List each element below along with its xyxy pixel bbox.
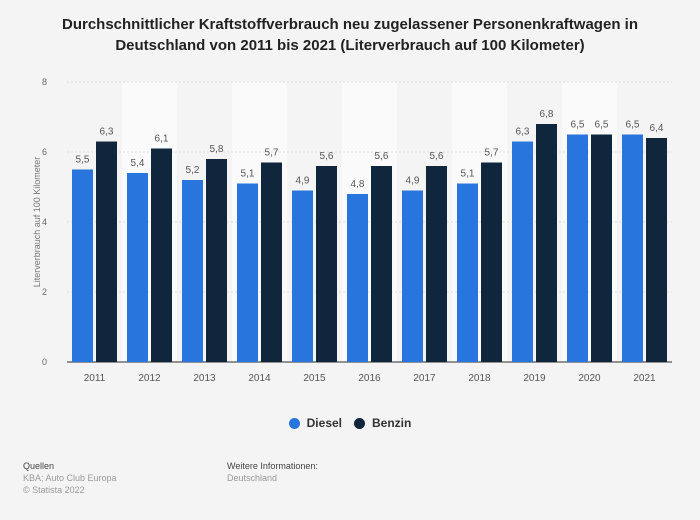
x-tick-label: 2019 [523,373,546,384]
data-label: 5,1 [241,169,255,180]
y-tick-label: 0 [42,357,47,367]
info-text: Deutschland [227,473,278,483]
bar-diesel [292,190,313,362]
bar-benzin [206,159,227,362]
legend-item-diesel[interactable]: Diesel [288,416,342,430]
bar-benzin [481,162,502,362]
chart-title-line-1: Durchschnittlicher Kraftstoffverbrauch n… [62,16,638,33]
bar-diesel [457,183,478,362]
sources-heading: Quellen [23,461,55,471]
data-label: 6,5 [595,120,609,131]
data-label: 5,4 [131,158,145,169]
data-label: 5,1 [461,169,475,180]
data-label: 6,3 [516,127,530,138]
bar-benzin [151,148,172,362]
bar-diesel [622,134,643,362]
legend: Diesel Benzin [0,416,700,430]
bar-diesel [567,134,588,362]
x-tick-label: 2018 [468,373,491,384]
data-label: 6,4 [650,123,664,134]
bar-benzin [371,166,392,362]
x-tick-label: 2011 [84,373,106,384]
bar-benzin [646,138,667,362]
data-label: 5,6 [375,151,389,162]
legend-benzin-marker-icon [354,417,365,429]
legend-diesel-label: Diesel [306,416,342,430]
legend-diesel-marker-icon [288,417,300,429]
bar-benzin [426,166,447,362]
y-tick-label: 8 [42,77,47,87]
bar-diesel [72,169,93,362]
data-label: 5,2 [186,165,200,176]
bar-diesel [182,180,203,362]
bar-diesel [347,194,368,362]
y-tick-label: 6 [42,147,47,157]
x-tick-label: 2012 [138,373,161,384]
data-label: 6,3 [100,127,114,138]
x-tick-label: 2013 [193,373,216,384]
x-tick-label: 2017 [413,373,436,384]
x-tick-label: 2020 [578,373,601,384]
bar-diesel [237,183,258,362]
bar-chart: 5,5 6,3 5,4 6,1 5,2 5,8 5,1 5,7 4,9 5,6 4,8 5,6 4,9 5… [32,77,672,384]
bar-benzin [261,162,282,362]
data-label: 6,5 [571,120,585,131]
bar-benzin [316,166,337,362]
data-label: 6,1 [155,134,169,145]
data-label: 5,6 [430,151,444,162]
y-tick-label: 2 [42,287,47,297]
data-label: 5,7 [485,148,499,159]
y-axis-label: Literverbrauch auf 100 Kilometer [32,157,42,288]
data-label: 6,8 [540,109,554,120]
x-tick-label: 2015 [303,373,326,384]
info-block: Weitere Informationen: Deutschland [227,460,318,484]
y-tick-label: 4 [42,217,47,227]
legend-benzin-label: Benzin [372,416,412,430]
sources-block: Quellen KBA; Auto Club Europa © Statista… [23,460,117,496]
chart-title-line-2: Deutschland von 2011 bis 2021 (Literverb… [115,37,585,54]
data-label: 6,5 [626,120,640,131]
data-label: 4,8 [351,179,365,190]
info-heading: Weitere Informationen: [227,461,318,471]
x-tick-label: 2014 [248,373,271,384]
data-label: 5,8 [210,144,224,155]
data-label: 5,5 [76,155,90,166]
bar-diesel [127,173,148,362]
data-label: 5,6 [320,151,334,162]
copyright-text: © Statista 2022 [23,485,85,495]
x-tick-label: 2016 [358,373,381,384]
x-tick-label: 2021 [633,373,656,384]
bar-diesel [402,190,423,362]
sources-text: KBA; Auto Club Europa [23,473,117,483]
chart-title: Durchschnittlicher Kraftstoffverbrauch n… [0,14,700,56]
bar-benzin [536,124,557,362]
bar-benzin [96,141,117,362]
bar-benzin [591,134,612,362]
bar-diesel [512,141,533,362]
legend-item-benzin[interactable]: Benzin [354,416,411,430]
data-label: 4,9 [406,176,420,187]
data-label: 5,7 [265,148,279,159]
data-label: 4,9 [296,176,310,187]
